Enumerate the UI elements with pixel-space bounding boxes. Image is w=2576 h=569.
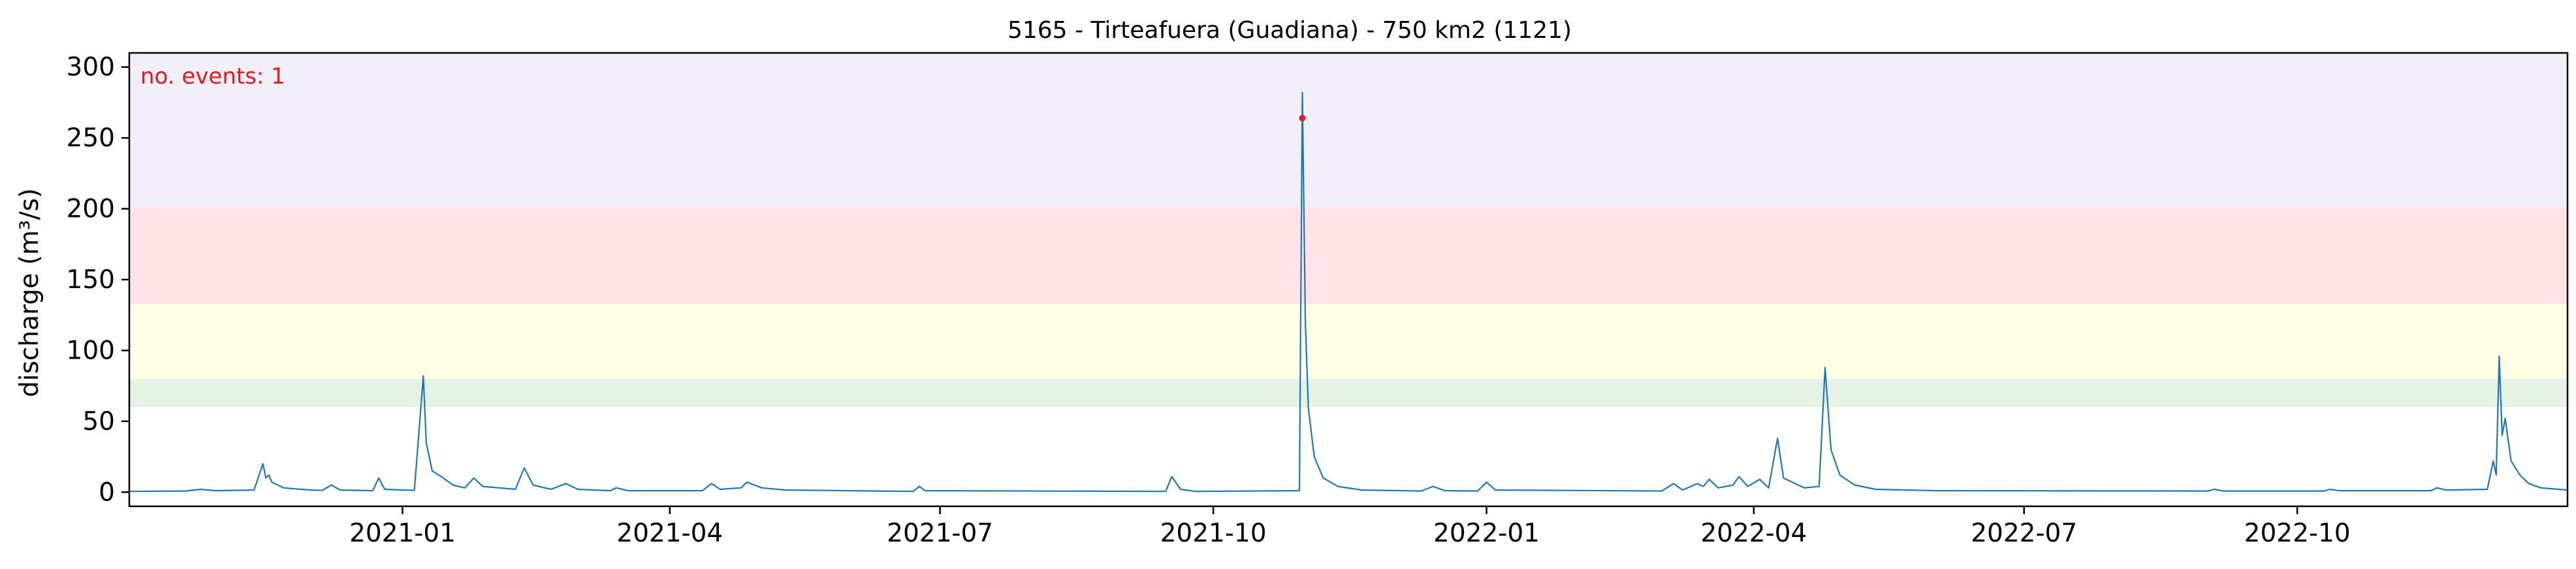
y-axis-label: discharge (m³/s) [15,188,44,397]
threshold-band-0 [129,378,2568,408]
chart-title: 5165 - Tirteafuera (Guadiana) - 750 km2 … [1008,17,1572,44]
threshold-band-1 [129,303,2568,379]
y-tick-label-200: 200 [67,195,115,224]
threshold-band-2 [129,207,2568,304]
x-tick-label-2021-10: 2021-10 [1160,519,1267,548]
event-marker-0 [1299,114,1306,122]
threshold-band-3 [129,53,2568,208]
discharge-series-line-0 [129,91,2568,493]
y-tick-label-50: 50 [82,407,115,436]
x-tick-label-2022-01: 2022-01 [1433,519,1540,548]
y-tick-label-300: 300 [67,53,115,82]
y-axis: 0 50 100 150 200 250 300 [67,53,129,507]
series-layer [129,91,2568,493]
y-tick-label-100: 100 [67,336,115,365]
y-tick-label-0: 0 [99,478,115,507]
x-tick-label-2021-01: 2021-01 [349,519,456,548]
event-markers [1299,114,1306,122]
x-tick-label-2021-04: 2021-04 [616,519,723,548]
x-axis: 2021-01 2021-04 2021-07 2021-10 2022-01 2022-… [349,506,2351,548]
y-tick-label-250: 250 [67,123,115,153]
x-tick-label-2022-10: 2022-10 [2244,519,2351,548]
y-tick-label-150: 150 [67,265,115,295]
x-tick-label-2021-07: 2021-07 [887,519,993,548]
x-tick-label-2022-07: 2022-07 [1971,519,2077,548]
threshold-bands [129,53,2568,408]
x-tick-label-2022-04: 2022-04 [1700,519,1807,548]
event-count-annotation: no. events: 1 [140,63,285,89]
